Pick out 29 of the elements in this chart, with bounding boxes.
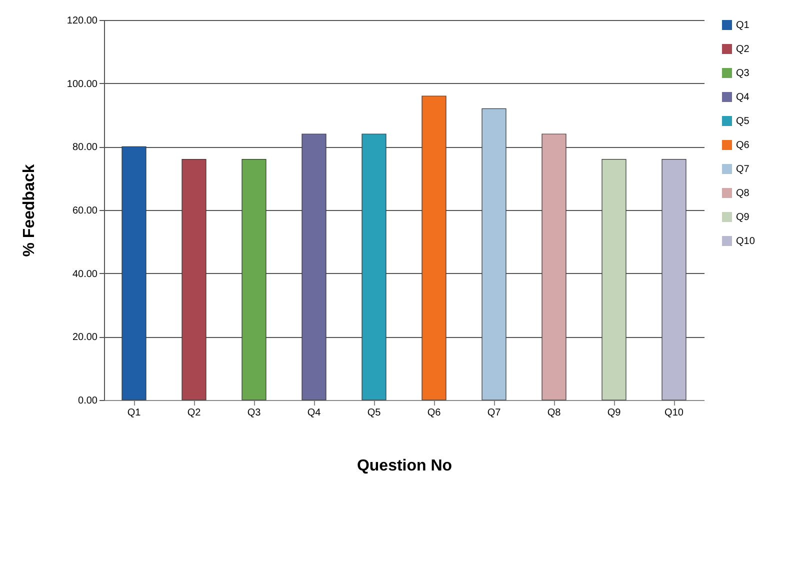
legend-label: Q9: [736, 212, 750, 223]
x-tick-label: Q7: [487, 408, 502, 418]
y-tick-label: 0.00: [78, 396, 98, 406]
x-tick-label: Q10: [664, 408, 684, 418]
x-axis-title: Question No: [356, 458, 452, 474]
legend-label: Q6: [736, 140, 750, 151]
x-tick-label: Q3: [247, 408, 262, 418]
x-tick-label: Q9: [607, 408, 622, 418]
legend-label: Q2: [736, 44, 750, 55]
y-axis-title: % Feedback: [20, 164, 38, 257]
x-tick-label: Q2: [187, 408, 202, 418]
y-tick-label: 100.00: [66, 78, 98, 90]
y-tick-label: 40.00: [72, 268, 98, 280]
x-tick-label: Q4: [307, 408, 322, 418]
y-tick-label: 80.00: [72, 142, 98, 154]
legend-label: Q4: [736, 92, 750, 103]
y-tick-label: 60.00: [72, 206, 98, 216]
legend-label: Q10: [736, 236, 756, 247]
legend-label: Q8: [736, 188, 750, 199]
x-tick-label: Q5: [367, 408, 382, 418]
legend-label: Q1: [736, 20, 750, 31]
legend-label: Q3: [736, 68, 750, 79]
y-tick-label: 120.00: [66, 16, 98, 26]
legend-label: Q5: [736, 116, 750, 127]
x-tick-label: Q1: [127, 408, 142, 418]
legend-label: Q7: [736, 164, 750, 175]
x-tick-label: Q8: [547, 408, 562, 418]
x-tick-label: Q6: [427, 408, 442, 418]
y-tick-label: 20.00: [72, 332, 98, 344]
